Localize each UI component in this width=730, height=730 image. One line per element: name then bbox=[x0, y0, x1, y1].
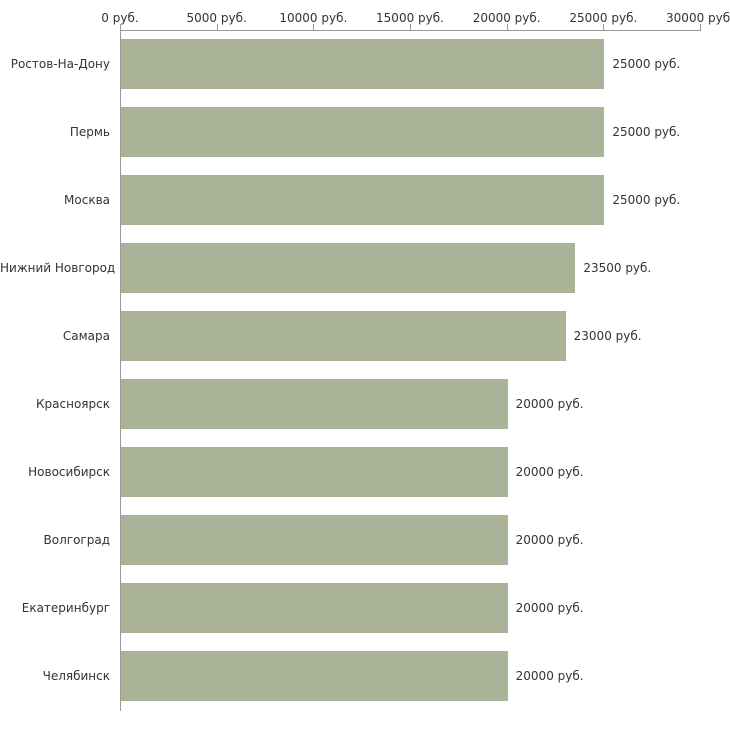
bar-row: Новосибирск 20000 руб. bbox=[0, 438, 730, 506]
category-label: Красноярск bbox=[36, 397, 110, 411]
bar bbox=[121, 311, 566, 361]
category-label: Ростов-На-Дону bbox=[10, 57, 110, 71]
bar bbox=[121, 243, 576, 293]
x-tick-label: 25000 руб. bbox=[569, 11, 638, 25]
bar bbox=[121, 583, 508, 633]
bar-row: Нижний Новгород 23500 руб. bbox=[0, 234, 730, 302]
x-tick-mark bbox=[120, 24, 121, 31]
bar-value-label: 20000 руб. bbox=[515, 669, 584, 683]
x-tick-mark bbox=[216, 24, 218, 31]
category-label: Пермь bbox=[69, 125, 110, 139]
category-label: Волгоград bbox=[43, 533, 110, 547]
bar-value-label: 23500 руб. bbox=[583, 261, 652, 275]
bar-value-label: 23000 руб. bbox=[573, 329, 642, 343]
bar-row: Екатеринбург 20000 руб. bbox=[0, 574, 730, 642]
category-label: Самара bbox=[62, 329, 110, 343]
bar bbox=[121, 175, 605, 225]
bar-value-label: 20000 руб. bbox=[515, 601, 584, 615]
bar-row: Самара 23000 руб. bbox=[0, 302, 730, 370]
bar-row: Красноярск 20000 руб. bbox=[0, 370, 730, 438]
x-tick-mark bbox=[313, 24, 315, 31]
x-tick-mark bbox=[410, 24, 411, 31]
bar bbox=[121, 447, 508, 497]
bar bbox=[121, 107, 605, 157]
bar-row: Челябинск 20000 руб. bbox=[0, 642, 730, 710]
bar-value-label: 20000 руб. bbox=[515, 533, 584, 547]
bar-row: Волгоград 20000 руб. bbox=[0, 506, 730, 574]
category-label: Нижний Новгород bbox=[0, 261, 116, 275]
x-tick-label: 20000 руб. bbox=[472, 11, 541, 25]
bar bbox=[121, 379, 508, 429]
x-tick-mark bbox=[603, 24, 605, 31]
x-tick-label: 10000 руб. bbox=[279, 11, 348, 25]
bar-value-label: 20000 руб. bbox=[515, 397, 584, 411]
bar bbox=[121, 651, 508, 701]
x-tick-mark bbox=[700, 24, 701, 31]
bar-value-label: 20000 руб. bbox=[515, 465, 584, 479]
bar bbox=[121, 39, 605, 89]
bar-value-label: 25000 руб. bbox=[612, 57, 681, 71]
category-label: Новосибирск bbox=[28, 465, 110, 479]
bar bbox=[121, 515, 508, 565]
bar-row: Ростов-На-Дону 25000 руб. bbox=[0, 30, 730, 98]
bar-row: Москва 25000 руб. bbox=[0, 166, 730, 234]
x-tick-label: 5000 руб. bbox=[186, 11, 247, 25]
x-tick-mark bbox=[506, 24, 508, 31]
x-tick-label: 15000 руб. bbox=[376, 11, 444, 25]
bar-value-label: 25000 руб. bbox=[612, 193, 681, 207]
bar-value-label: 25000 руб. bbox=[612, 125, 681, 139]
category-label: Екатеринбург bbox=[21, 601, 110, 615]
category-label: Москва bbox=[64, 193, 110, 207]
x-tick-label: 0 руб. bbox=[101, 11, 139, 25]
x-tick-label: 30000 руб. bbox=[666, 11, 730, 25]
bar-row: Пермь 25000 руб. bbox=[0, 98, 730, 166]
category-label: Челябинск bbox=[42, 669, 110, 683]
y-axis-line bbox=[120, 30, 121, 711]
